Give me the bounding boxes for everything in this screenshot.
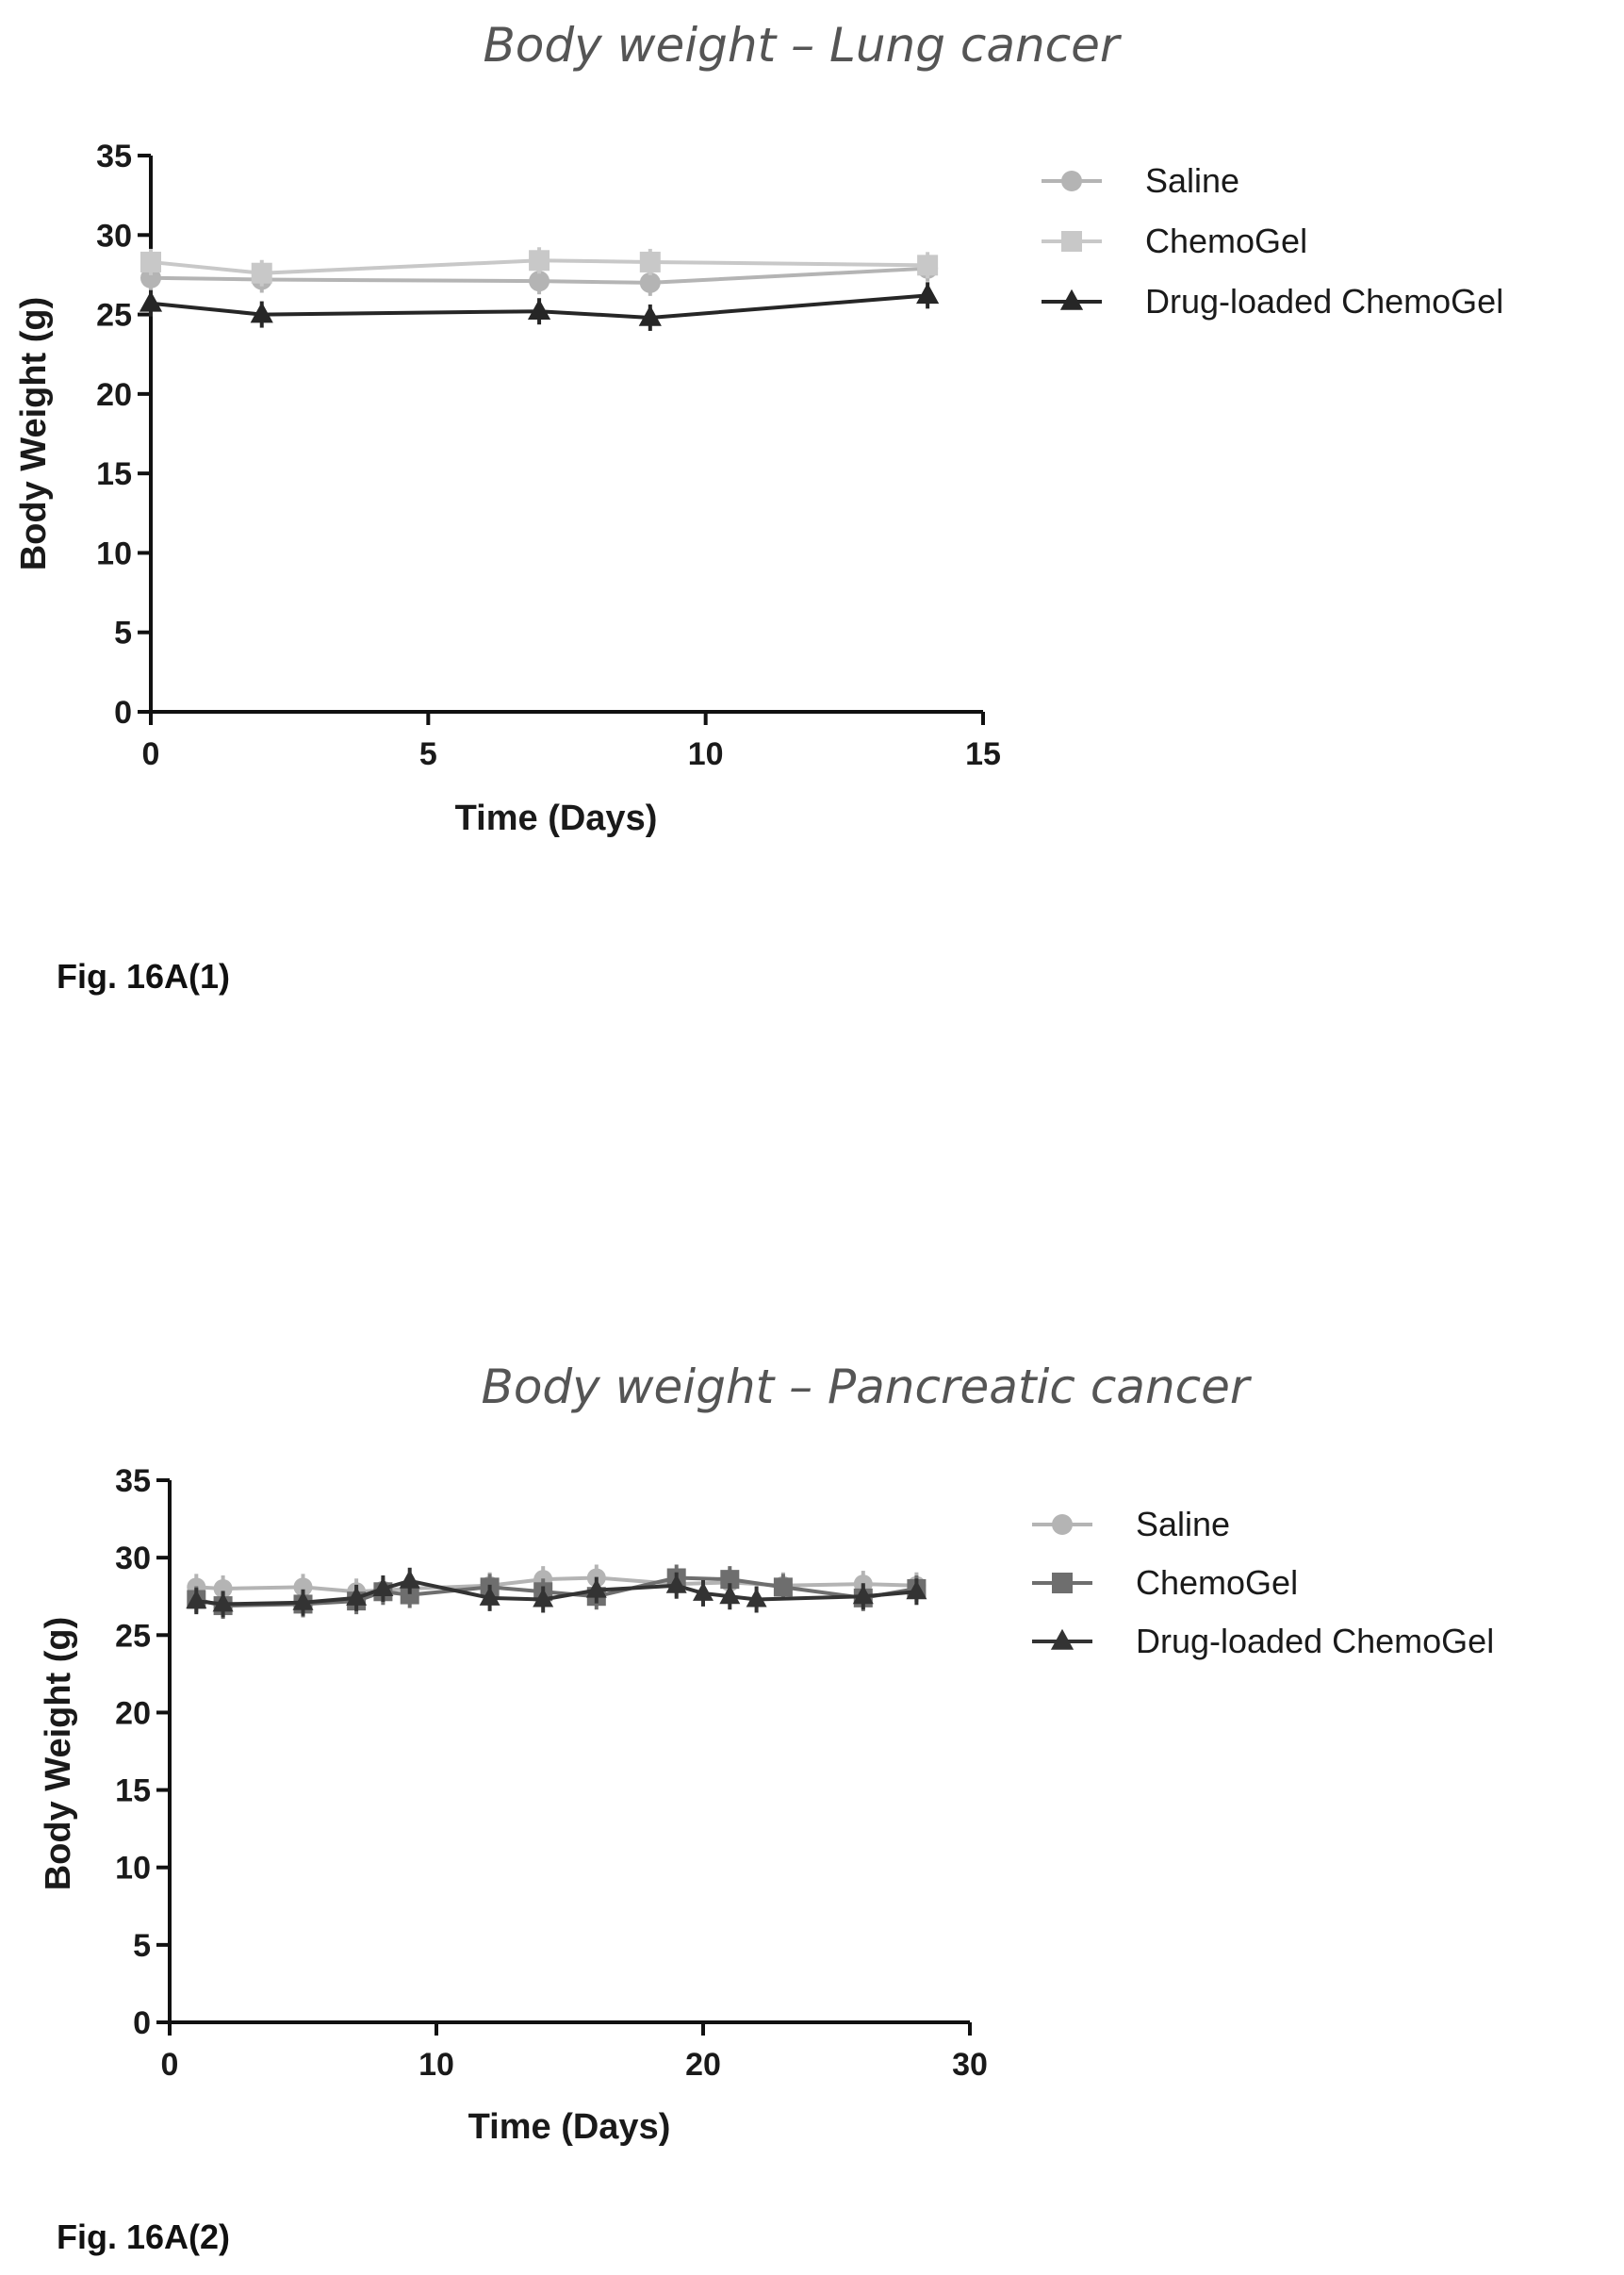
legend-label: Drug-loaded ChemoGel [1145, 282, 1503, 321]
data-point [140, 251, 161, 272]
data-point [186, 1590, 207, 1609]
x-tick-label: 0 [142, 736, 160, 772]
data-point [213, 1579, 233, 1598]
data-point [400, 1585, 419, 1605]
data-point [529, 250, 550, 272]
y-tick-label: 35 [115, 1463, 151, 1499]
x-tick-label: 15 [965, 736, 1001, 772]
y-tick-label: 10 [115, 1851, 151, 1887]
data-point [585, 1578, 607, 1598]
y-ticks: 0 5 10 15 20 25 30 35 [96, 139, 151, 731]
legend-marker [1052, 1573, 1073, 1593]
data-point [639, 272, 661, 293]
y-tick-label: 5 [133, 1928, 151, 1964]
plot-area [139, 247, 940, 331]
data-point [906, 1580, 927, 1600]
chart-pancreatic-cancer: Body weight – Pancreatic cancer 0 5 10 15 20… [39, 1360, 1494, 2147]
series-saline [140, 255, 939, 296]
legend-label: ChemoGel [1136, 1563, 1298, 1602]
figure-label-1: Fig. 16A(1) [57, 957, 230, 996]
legend-label: Saline [1136, 1505, 1230, 1543]
data-point [533, 1588, 554, 1607]
x-tick-label: 30 [952, 2047, 988, 2083]
data-point [251, 262, 272, 284]
plot-area [186, 1564, 927, 1620]
y-tick-label: 25 [96, 298, 132, 334]
y-tick-label: 15 [96, 456, 132, 492]
data-point [250, 302, 273, 323]
y-axis-label: Body Weight (g) [14, 297, 54, 571]
data-point [346, 1586, 368, 1606]
x-tick-label: 10 [418, 2047, 454, 2083]
data-point [773, 1577, 793, 1597]
data-point [212, 1592, 234, 1612]
data-point [746, 1588, 767, 1607]
data-point [139, 290, 163, 312]
chart-title: Body weight – Lung cancer [484, 18, 1123, 73]
data-point [693, 1581, 714, 1601]
series-drug-loaded-chemogel [139, 282, 940, 331]
legend-label: ChemoGel [1145, 222, 1307, 260]
chart-lung-cancer: Body weight – Lung cancer 0 5 10 15 20 25 30 35… [14, 18, 1503, 838]
y-tick-label: 35 [96, 139, 132, 174]
data-point [140, 267, 161, 288]
data-point [292, 1591, 314, 1610]
data-point [852, 1585, 874, 1605]
y-tick-label: 10 [96, 536, 132, 571]
data-point [719, 1585, 741, 1605]
legend-marker [1061, 231, 1082, 252]
x-axis-label: Time (Days) [455, 799, 658, 838]
y-tick-label: 30 [96, 218, 132, 254]
y-tick-label: 30 [115, 1541, 151, 1576]
x-ticks: 0 5 10 15 [142, 712, 1001, 772]
x-tick-label: 5 [419, 736, 437, 772]
legend-label: Drug-loaded ChemoGel [1136, 1622, 1494, 1660]
x-tick-label: 20 [685, 2047, 721, 2083]
y-tick-label: 0 [133, 2005, 151, 2041]
data-point [399, 1569, 420, 1589]
series-chemogel [140, 247, 939, 287]
y-axis-label: Body Weight (g) [39, 1617, 78, 1891]
legend: Saline ChemoGel Drug-loaded ChemoGel [1032, 1505, 1494, 1660]
x-axis-label: Time (Days) [468, 2107, 671, 2147]
data-point [527, 299, 551, 320]
data-point [665, 1574, 687, 1593]
data-point [479, 1586, 500, 1606]
y-tick-label: 15 [115, 1773, 151, 1809]
y-ticks: 0 5 10 15 20 25 30 35 [115, 1463, 170, 2041]
legend-marker [1059, 288, 1084, 310]
data-point [529, 271, 550, 292]
data-point [293, 1577, 313, 1597]
x-tick-label: 10 [688, 736, 724, 772]
data-point [916, 283, 940, 305]
data-point [638, 305, 662, 326]
data-point [372, 1577, 394, 1596]
y-tick-label: 5 [114, 616, 132, 651]
data-point [917, 255, 939, 276]
x-tick-label: 0 [161, 2047, 179, 2083]
data-point [639, 251, 661, 272]
legend-label: Saline [1145, 161, 1239, 200]
x-ticks: 0 10 20 30 [161, 2022, 988, 2083]
legend-marker [1052, 1514, 1073, 1535]
y-tick-label: 20 [115, 1695, 151, 1731]
figure-label-2: Fig. 16A(2) [57, 2217, 230, 2256]
y-tick-label: 20 [96, 377, 132, 413]
data-point [720, 1570, 740, 1590]
y-tick-label: 25 [115, 1618, 151, 1654]
y-tick-label: 0 [114, 695, 132, 731]
legend: Saline ChemoGel Drug-loaded ChemoGel [1042, 161, 1503, 321]
chart-title: Body weight – Pancreatic cancer [482, 1360, 1253, 1414]
legend-marker [1050, 1628, 1074, 1650]
series-drug-loaded-chemogel [186, 1567, 927, 1618]
legend-marker [1061, 171, 1082, 191]
